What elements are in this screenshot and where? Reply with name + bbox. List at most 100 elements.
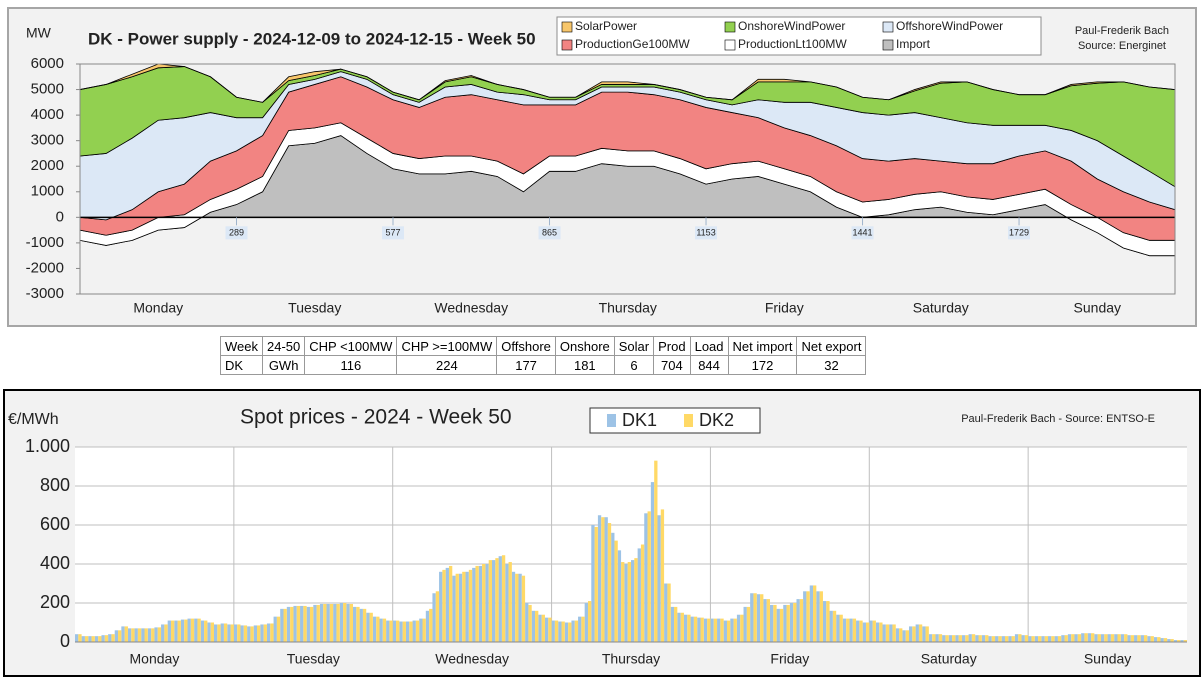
legend-label: ProductionLt100MW bbox=[738, 37, 847, 51]
bar bbox=[508, 562, 512, 642]
bar bbox=[78, 634, 82, 642]
day-label: Friday bbox=[765, 300, 804, 316]
bar bbox=[141, 628, 145, 642]
x-tick-label: 577 bbox=[385, 228, 400, 238]
bar bbox=[1157, 637, 1161, 642]
bar bbox=[614, 540, 618, 642]
table-cell: 224 bbox=[396, 355, 498, 375]
day-label: Saturday bbox=[913, 300, 969, 316]
bar bbox=[687, 614, 691, 642]
bar bbox=[137, 628, 142, 642]
legend-swatch bbox=[882, 21, 894, 33]
bar bbox=[726, 620, 731, 642]
table-row: Week 24-50 CHP <100MW CHP >=100MW Offshore On… bbox=[220, 336, 867, 356]
bar bbox=[723, 620, 727, 642]
bar bbox=[240, 625, 244, 642]
bar bbox=[571, 620, 575, 642]
bar bbox=[114, 630, 119, 642]
bar bbox=[856, 620, 860, 642]
bar bbox=[693, 616, 698, 642]
bar bbox=[1034, 636, 1039, 642]
bar bbox=[703, 618, 708, 642]
bar bbox=[640, 544, 645, 642]
y-tick-label: 5000 bbox=[31, 81, 64, 98]
bar bbox=[746, 606, 751, 642]
bar bbox=[366, 612, 370, 642]
table-cell: Onshore bbox=[554, 336, 615, 356]
bar bbox=[822, 601, 827, 642]
bar bbox=[167, 620, 171, 642]
y-tick-label: 2000 bbox=[31, 157, 64, 174]
bar bbox=[1177, 640, 1181, 642]
bar bbox=[442, 569, 446, 642]
bar bbox=[419, 618, 423, 642]
bar bbox=[889, 624, 893, 642]
bar bbox=[389, 620, 393, 642]
bar bbox=[458, 573, 463, 642]
bar bbox=[220, 623, 224, 642]
bar bbox=[535, 610, 539, 642]
bar bbox=[237, 624, 241, 642]
bar bbox=[1153, 637, 1158, 642]
bar bbox=[204, 620, 208, 642]
bar bbox=[763, 599, 767, 642]
bar bbox=[104, 635, 109, 642]
table-cell: Net import bbox=[727, 336, 798, 356]
bar bbox=[88, 636, 92, 642]
bar bbox=[915, 624, 919, 642]
bar bbox=[1163, 638, 1168, 642]
bar bbox=[319, 603, 324, 642]
bar bbox=[333, 603, 337, 642]
legend-box bbox=[589, 407, 761, 434]
summary-table: Week 24-50 CHP <100MW CHP >=100MW Offshore On… bbox=[220, 336, 867, 375]
bar bbox=[445, 567, 449, 642]
bar bbox=[1028, 636, 1032, 642]
bar bbox=[789, 603, 794, 642]
bar bbox=[918, 624, 923, 642]
bar bbox=[985, 635, 989, 642]
bar bbox=[154, 627, 158, 642]
legend-swatch bbox=[561, 21, 573, 33]
bar bbox=[392, 620, 397, 642]
bar bbox=[376, 616, 380, 642]
bar bbox=[488, 560, 492, 642]
y-tick-label: 800 bbox=[40, 475, 70, 495]
bar bbox=[111, 634, 115, 642]
bar bbox=[952, 635, 956, 642]
bar bbox=[405, 621, 410, 642]
bar bbox=[1067, 634, 1072, 642]
bar bbox=[290, 606, 294, 642]
bar bbox=[961, 635, 966, 642]
bar bbox=[809, 585, 814, 642]
bar bbox=[214, 624, 218, 642]
bar bbox=[359, 608, 363, 642]
annotation: Paul-Frederik Bach bbox=[1075, 25, 1169, 37]
y-axis-label: MW bbox=[26, 25, 52, 41]
bar bbox=[968, 634, 972, 642]
legend-swatch bbox=[684, 414, 693, 427]
table-cell: 24-50 bbox=[261, 336, 306, 356]
bar bbox=[1084, 633, 1088, 642]
bar bbox=[733, 618, 737, 642]
bar bbox=[998, 636, 1002, 642]
bar bbox=[1074, 634, 1078, 642]
bar bbox=[518, 573, 522, 642]
bar bbox=[859, 620, 863, 642]
bar bbox=[260, 624, 264, 642]
bar bbox=[402, 621, 406, 642]
bar bbox=[717, 618, 721, 642]
x-tick-label: 865 bbox=[542, 228, 557, 238]
bar bbox=[1120, 634, 1125, 642]
bar bbox=[108, 634, 112, 642]
bar bbox=[280, 608, 284, 642]
bar bbox=[948, 635, 953, 642]
bar bbox=[551, 620, 555, 642]
bar bbox=[1041, 636, 1045, 642]
bar bbox=[895, 628, 900, 642]
bar bbox=[164, 624, 168, 642]
bar bbox=[243, 625, 248, 642]
legend-swatch bbox=[607, 414, 616, 427]
bar bbox=[584, 603, 588, 642]
bar bbox=[1014, 634, 1019, 642]
bar bbox=[875, 622, 880, 642]
